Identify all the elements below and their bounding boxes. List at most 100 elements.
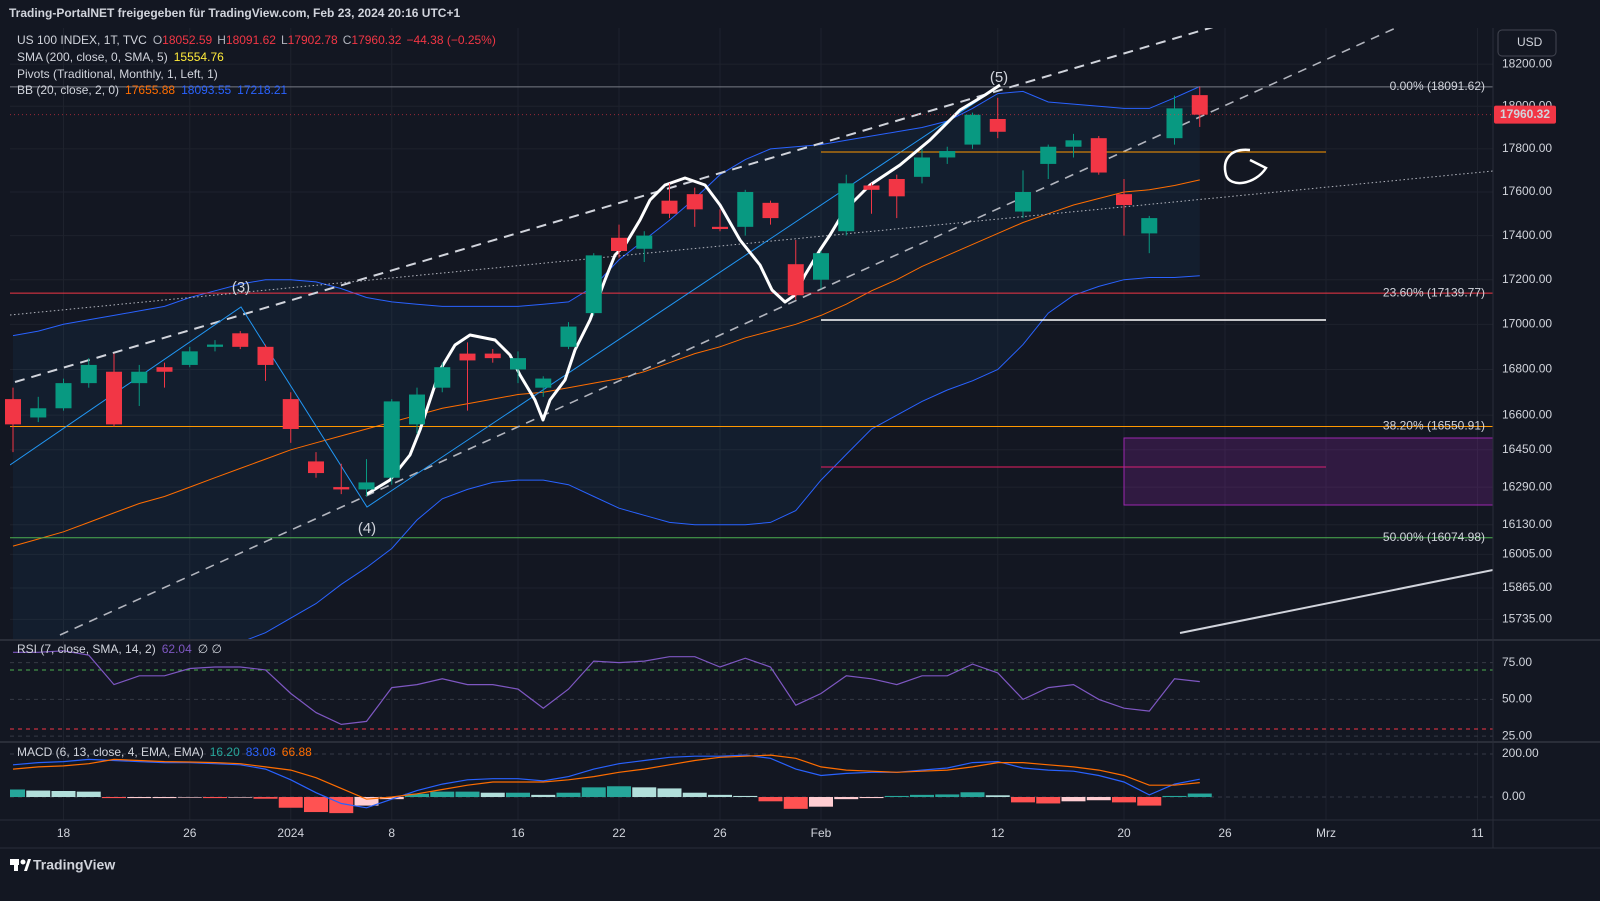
candle-body xyxy=(459,353,476,361)
candle-body xyxy=(333,487,350,490)
y-tick-label: 200.00 xyxy=(1502,746,1539,760)
candle-body xyxy=(661,200,678,214)
fib-label: 50.00% (16074.98) xyxy=(1383,530,1485,544)
trend-line xyxy=(14,28,1214,383)
currency-button[interactable] xyxy=(1497,29,1557,57)
macd-histogram-bar xyxy=(1086,797,1111,801)
x-tick-label: 26 xyxy=(1218,826,1232,840)
candle-body xyxy=(1166,108,1183,139)
macd-histogram-bar xyxy=(455,791,480,798)
macd-histogram-bar xyxy=(430,791,455,798)
rsi-line xyxy=(13,650,1200,726)
y-tick-label: 17000.00 xyxy=(1502,316,1552,330)
currency-label[interactable]: USD xyxy=(1517,35,1543,49)
candle-body xyxy=(434,367,451,388)
y-tick-label: 17600.00 xyxy=(1502,184,1552,198)
candle-body xyxy=(989,118,1006,132)
macd-histogram-bar xyxy=(1061,797,1086,802)
legend-rsi: RSI (7, close, SMA, 14, 2) 62.04 ∅ ∅ xyxy=(17,642,222,656)
labels: 18 26 2024 8 16 22 26 Feb 12 20 26 Mrz 1118200.00180… xyxy=(57,56,1556,840)
trend-line xyxy=(10,170,1493,316)
macd-histogram-bar xyxy=(177,797,202,798)
y-tick-label: 75.00 xyxy=(1502,655,1532,669)
macd-histogram-bar xyxy=(354,797,379,806)
candle-body xyxy=(1065,140,1082,147)
candle-body xyxy=(30,408,47,418)
rsi-levels xyxy=(10,669,1493,730)
y-tick-label: 16130.00 xyxy=(1502,517,1552,531)
candles xyxy=(5,86,1493,497)
macd-histogram-bar xyxy=(708,794,732,798)
candle-body xyxy=(1040,146,1057,164)
macd-histogram-bar xyxy=(607,786,631,798)
macd-histogram-bar xyxy=(304,797,328,813)
bb-fill xyxy=(13,86,1200,640)
macd-histogram-bar xyxy=(152,797,177,799)
logo-text: TradingView xyxy=(33,857,115,873)
x-tick-label: 26 xyxy=(183,826,197,840)
trend-line xyxy=(59,28,1398,636)
macd-histogram-bar xyxy=(1112,797,1136,803)
y-tick-label: 50.00 xyxy=(1502,692,1532,706)
y-tick-label: 16005.00 xyxy=(1502,547,1552,561)
wave-line xyxy=(10,85,1001,508)
y-tick-label: 17800.00 xyxy=(1502,141,1552,155)
logo-mark xyxy=(24,859,31,871)
x-tick-label: 11 xyxy=(1471,826,1484,840)
y-tick-label: 25.00 xyxy=(1502,728,1532,742)
y-tick-label: 17200.00 xyxy=(1502,272,1552,286)
macd-histogram-bar xyxy=(480,792,505,798)
y-tick-label: 0.00 xyxy=(1502,789,1526,803)
legend-symbol: US 100 INDEX, 1T, TVC O18052.59 H18091.62 L… xyxy=(17,33,496,47)
x-tick-label: 8 xyxy=(388,826,395,840)
candle-body xyxy=(863,185,880,190)
candle-body xyxy=(181,351,198,365)
bb-lower xyxy=(245,275,1200,640)
candle-body xyxy=(787,264,804,296)
macd-histogram-bar xyxy=(783,797,808,809)
candle-body xyxy=(510,358,526,370)
macd-histogram-bar xyxy=(960,792,985,798)
wave-label: (4) xyxy=(358,520,376,537)
candle-body xyxy=(282,399,299,429)
trend-line xyxy=(1179,569,1493,634)
signal-line xyxy=(12,754,1200,800)
candle-body xyxy=(737,191,754,227)
candle-body xyxy=(939,151,956,158)
candle-body xyxy=(1141,218,1158,234)
candle-body xyxy=(131,371,148,384)
macd-histogram-bar xyxy=(985,795,1010,798)
legend-bb: BB (20, close, 2, 0) 17655.88 18093.55 1721… xyxy=(17,83,288,97)
macd-histogram-bar xyxy=(910,794,934,798)
wave-labels: (3) (4) (5) xyxy=(232,69,1008,537)
candle-body xyxy=(80,364,97,384)
candle-body xyxy=(611,237,627,251)
macd-histogram-bar xyxy=(1011,797,1035,803)
macd-histogram-bar xyxy=(253,797,278,799)
candle-body xyxy=(762,202,779,219)
candle-body xyxy=(636,235,653,249)
candle-body xyxy=(712,226,728,230)
candle-body xyxy=(409,394,425,425)
candle-body xyxy=(484,353,501,359)
macd-histogram-bar xyxy=(405,793,429,798)
macd-histogram-bar xyxy=(581,787,606,798)
x-tick-label: 20 xyxy=(1117,826,1131,840)
macd-histogram-bar xyxy=(76,791,101,798)
macd-histogram-bar xyxy=(657,788,682,798)
macd-histogram-bar xyxy=(203,797,227,799)
candle-body xyxy=(207,344,223,347)
candle-body xyxy=(535,378,552,388)
candle-body xyxy=(55,383,72,409)
macd-histogram-bar xyxy=(682,792,707,798)
fib-label: 0.00% (18091.62) xyxy=(1390,79,1485,93)
x-tick-label: 22 xyxy=(612,826,626,840)
macd-histogram-bar xyxy=(935,794,960,798)
macd-histogram-bar xyxy=(531,794,556,798)
candle-body xyxy=(813,253,829,280)
fib-label: 38.20% (16550.91) xyxy=(1383,419,1485,433)
candle-body xyxy=(5,399,21,425)
macd-histogram-bar xyxy=(1137,797,1162,806)
fib-label: 23.60% (17139.77) xyxy=(1383,285,1485,299)
candle-body xyxy=(1116,194,1132,206)
